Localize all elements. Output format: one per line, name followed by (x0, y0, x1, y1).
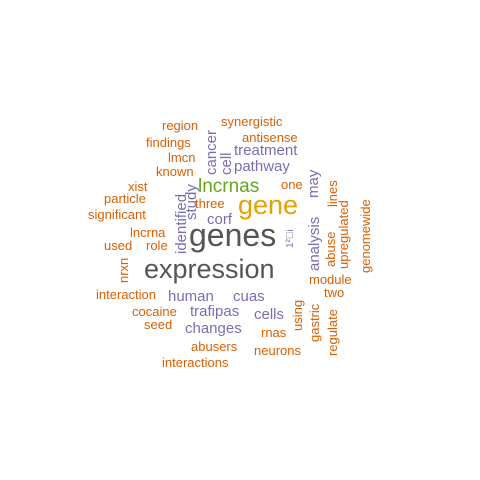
word-neurons: neurons (254, 343, 301, 358)
word-expression: expression (144, 254, 275, 284)
word-findings: findings (146, 135, 191, 150)
word-lncrnas: lncrnas (198, 176, 260, 197)
word-cancer: cancer (203, 129, 220, 175)
word-cell: cell (218, 152, 235, 175)
word-gene: gene (238, 190, 299, 220)
word-significant: significant (88, 207, 146, 222)
word-regulate: regulate (325, 309, 340, 356)
word-lmcn: lmcn (168, 150, 196, 165)
word-analysis: analysis (306, 216, 323, 271)
word-may: may (305, 169, 322, 198)
word-corf: corf (207, 211, 233, 228)
word-trafipas: trafipas (190, 303, 240, 320)
word-two: two (324, 285, 345, 300)
word-one: one (281, 177, 303, 192)
word-gastric: gastric (307, 303, 322, 342)
word-module: module (309, 272, 352, 287)
word-upregulated: upregulated (336, 200, 351, 269)
word-cells: cells (254, 306, 285, 323)
word-genomewide: genomewide (358, 199, 373, 273)
word-using: using (290, 299, 305, 331)
word-glyph: 1²⃣i (285, 229, 296, 248)
word-xist: xist (128, 179, 148, 194)
word-antisense: antisense (242, 130, 298, 145)
word-region: region (162, 118, 199, 133)
word-changes: changes (185, 320, 242, 337)
word-treatment: treatment (234, 142, 298, 159)
word-pathway: pathway (234, 158, 290, 175)
word-rnas: rnas (261, 325, 287, 340)
word-identified: identified (173, 193, 190, 254)
word-cocaine: cocaine (132, 304, 177, 319)
word-nrxn: nrxn (116, 257, 131, 283)
word-interactions: interactions (162, 355, 229, 370)
word-abusers: abusers (191, 339, 238, 354)
word-synergistic: synergistic (221, 114, 283, 129)
word-human: human (168, 288, 214, 305)
word-interaction: interaction (96, 287, 156, 302)
word-seed: seed (144, 317, 173, 332)
word-lncrna: lncrna (130, 225, 166, 240)
word-genes: genes (189, 217, 277, 253)
word-cuas: cuas (233, 288, 265, 305)
word-role: role (146, 238, 168, 253)
word-three: three (195, 196, 225, 211)
word-particle: particle (104, 191, 146, 206)
word-used: used (104, 238, 133, 253)
word-known: known (156, 164, 194, 179)
